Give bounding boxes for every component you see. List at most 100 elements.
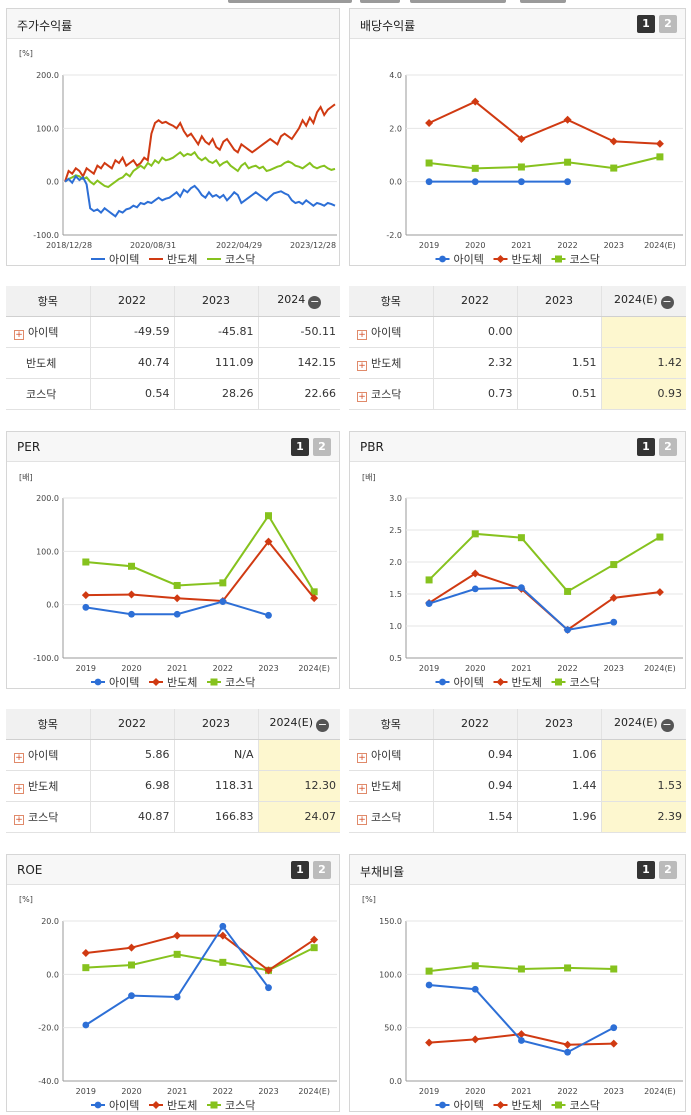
legend-label: 코스닥 xyxy=(225,253,255,265)
row-label[interactable]: + 코스닥 xyxy=(6,801,91,833)
column-header: 2022 xyxy=(433,709,518,740)
data-point xyxy=(609,593,618,602)
page-2-button[interactable]: 2 xyxy=(659,861,677,879)
row-label[interactable]: + 아이텍 xyxy=(349,316,434,348)
column-header: 항목 xyxy=(6,286,91,317)
table-row: + 아이텍 0.94 1.06 xyxy=(349,739,686,771)
data-point xyxy=(82,558,90,566)
collapse-icon[interactable]: − xyxy=(316,717,330,732)
y-tick-label: 0.0 xyxy=(46,178,59,187)
row-label[interactable]: + 코스닥 xyxy=(349,378,434,410)
y-tick-label: -40.0 xyxy=(38,1077,59,1086)
expand-icon[interactable]: + xyxy=(357,783,367,794)
data-point xyxy=(425,1038,434,1047)
data-point xyxy=(219,922,227,930)
cell-value: 12.30 xyxy=(258,770,340,802)
row-label[interactable]: + 코스닥 xyxy=(349,801,434,833)
row-label[interactable]: + 반도체 xyxy=(349,347,434,379)
column-header: 2022 xyxy=(90,286,175,317)
row-label[interactable]: + 반도체 xyxy=(349,770,434,802)
y-tick-label: 0.0 xyxy=(389,1077,402,1086)
legend-label: 반도체 xyxy=(512,1099,542,1111)
per-table: 항목 2022 2023 2024(E) − + 아이텍 5.86 N/A + 반도체 6.98 118… xyxy=(6,709,340,833)
cell-value: 2.32 xyxy=(433,347,518,379)
y-tick-label: 1.5 xyxy=(389,590,402,599)
data-point xyxy=(425,119,434,127)
legend-label: 코스닥 xyxy=(570,676,600,688)
series-반도체 xyxy=(81,537,319,605)
data-point xyxy=(471,569,480,578)
row-label[interactable]: + 아이텍 xyxy=(6,316,91,348)
row-label[interactable]: + 반도체 xyxy=(6,770,91,802)
x-tick-label: 2024(E) xyxy=(644,664,676,673)
data-point xyxy=(471,178,479,186)
cell-value: 1.42 xyxy=(601,347,686,379)
cell-value: 40.74 xyxy=(90,347,175,379)
series-아이텍 xyxy=(425,981,618,1056)
data-point xyxy=(173,581,181,589)
expand-icon[interactable]: + xyxy=(357,360,367,371)
page-1-button[interactable]: 1 xyxy=(637,15,655,33)
pbr-chart-header: PBR 1 2 xyxy=(350,432,685,462)
y-tick-label: 200.0 xyxy=(36,71,59,80)
row-label[interactable]: + 아이텍 xyxy=(349,739,434,771)
page-1-button[interactable]: 1 xyxy=(291,861,309,879)
cell-value: -45.81 xyxy=(174,316,259,348)
data-point xyxy=(173,610,181,618)
unit-label: [배] xyxy=(362,473,376,482)
page-1-button[interactable]: 1 xyxy=(637,861,655,879)
y-tick-label: 0.5 xyxy=(389,654,402,663)
legend-label: 아이텍 xyxy=(454,253,484,265)
expand-icon[interactable]: + xyxy=(14,329,24,340)
expand-icon[interactable]: + xyxy=(357,752,367,763)
legend-label: 반도체 xyxy=(512,253,542,265)
expand-icon[interactable]: + xyxy=(357,329,367,340)
page-1-button[interactable]: 1 xyxy=(637,438,655,456)
y-tick-label: 0.0 xyxy=(46,601,59,610)
collapse-icon[interactable]: − xyxy=(660,717,674,732)
table-row: 반도체 40.74 111.09 142.15 xyxy=(6,347,340,379)
debt-chart-panel: 부채비율 1 2 [%] 150.0 100.0 50.0 0.0 2019 2020 2021 20… xyxy=(349,854,686,1112)
legend-label: 반도체 xyxy=(512,676,542,688)
data-point xyxy=(82,603,90,611)
row-label[interactable]: + 아이텍 xyxy=(6,739,91,771)
column-header: 2023 xyxy=(174,286,259,317)
x-tick-label: 2020 xyxy=(465,1087,485,1096)
page-2-button[interactable]: 2 xyxy=(659,15,677,33)
page-2-button[interactable]: 2 xyxy=(313,438,331,456)
y-tick-label: 2.5 xyxy=(389,526,402,535)
data-point xyxy=(219,579,227,587)
page-1-button[interactable]: 1 xyxy=(291,438,309,456)
cell-value: 28.26 xyxy=(174,378,259,410)
page-2-button[interactable]: 2 xyxy=(313,861,331,879)
expand-icon[interactable]: + xyxy=(14,814,24,825)
collapse-icon[interactable]: − xyxy=(660,294,674,309)
expand-icon[interactable]: + xyxy=(14,783,24,794)
page-2-button[interactable]: 2 xyxy=(659,438,677,456)
data-point xyxy=(655,588,664,597)
data-point xyxy=(564,158,572,166)
data-point xyxy=(471,985,479,993)
cell-value: 1.96 xyxy=(517,801,602,833)
expand-icon[interactable]: + xyxy=(357,814,367,825)
x-tick-label: 2020 xyxy=(121,1087,141,1096)
series-line xyxy=(85,924,270,1026)
data-point xyxy=(610,561,618,569)
data-point xyxy=(610,1024,618,1032)
expand-icon[interactable]: + xyxy=(357,391,367,402)
table-row: + 코스닥 0.73 0.51 0.93 xyxy=(349,378,686,410)
collapse-icon[interactable]: − xyxy=(308,294,322,309)
chart-title: PBR xyxy=(360,440,384,454)
pbr-chart-plot: 3.0 2.5 2.0 1.5 1.0 0.5 2019 2020 2021 2022 2023 20… xyxy=(389,494,683,688)
column-header: 2023 xyxy=(174,709,259,740)
data-point xyxy=(173,993,181,1001)
data-point xyxy=(609,137,618,146)
legend-label: 코스닥 xyxy=(225,1099,255,1111)
data-point xyxy=(518,584,525,591)
cell-value: 0.51 xyxy=(517,378,602,410)
x-tick-label: 2021 xyxy=(511,241,531,250)
x-tick-label: 2020/08/31 xyxy=(130,241,176,250)
expand-icon[interactable]: + xyxy=(14,752,24,763)
